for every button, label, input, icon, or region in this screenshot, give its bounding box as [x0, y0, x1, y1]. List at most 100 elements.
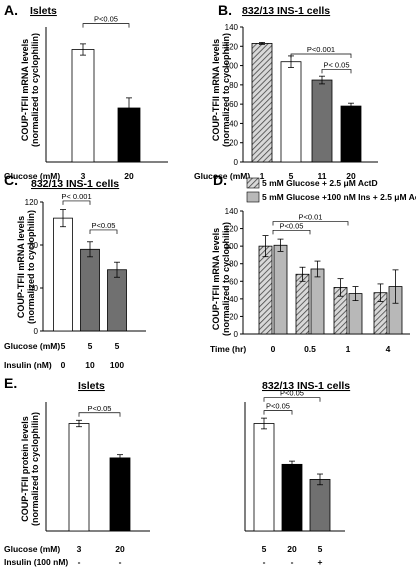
- panel-d-ylabel-2: (normalized to cyclophilin): [221, 222, 231, 336]
- panel-b-ytick-label: 20: [229, 139, 238, 148]
- panel-a-row-label-glucose: Glucose (mM): [4, 171, 60, 181]
- panel-d-ytick-label: 0: [234, 330, 239, 339]
- panel-a-cat-label-r0-1: 20: [124, 171, 134, 181]
- panel-a-letter: A.: [4, 2, 18, 18]
- panel-e-sig-0-label: P<0.05: [88, 404, 112, 413]
- panel-b-cat-label-r0-1: 5: [289, 171, 294, 181]
- panel-d-row-label-time: Time (hr): [210, 344, 246, 354]
- panel-c-ytick-label: 120: [25, 198, 39, 207]
- panel-c-cat-label-r0-1: 5: [88, 341, 93, 351]
- panel-d-bar-s0-g0: [258, 245, 273, 335]
- panel-a-bar-0: [71, 49, 95, 163]
- panel-e-ylabel-1: COUP-TFII protein levels: [20, 416, 30, 522]
- panel-b-ytick-label: 140: [225, 23, 239, 32]
- panel-e-letter: E.: [4, 375, 17, 391]
- panel-b-bar-3: [340, 105, 362, 163]
- panel-a-sig-0-bracket: [82, 23, 130, 28]
- panel-e2-cat-label-r0-0: 5: [262, 544, 267, 554]
- panel-e2-cat-label-r1-0: -: [263, 557, 266, 567]
- panel-c-row-label-insulin: Insulin (nM): [4, 360, 52, 370]
- panel-e-row-label-glucose: Glucose (mM): [4, 544, 60, 554]
- panel-d-ytick-label: 100: [225, 242, 239, 251]
- panel-a-sig-0-label: P<0.05: [94, 15, 118, 24]
- panel-e2-bar-1: [281, 463, 303, 532]
- panel-e-row-label-insulin: Insulin (100 nM): [4, 557, 68, 567]
- panel-d-ytick-label: 120: [225, 225, 239, 234]
- panel-c-sig-1-label: P<0.05: [92, 221, 116, 230]
- panel-d-ytick-label: 60: [229, 277, 238, 286]
- panel-d-cat-label-r0-1: 0.5: [304, 344, 316, 354]
- panel-e2-cat-label-r1-1: -: [291, 557, 294, 567]
- panel-e2-sig-0-bracket: [263, 397, 321, 402]
- panel-a-ylabel-1: COUP-TFII mRNA levels: [20, 39, 30, 141]
- panel-a-plot: 3 20 P<0.05: [45, 15, 168, 181]
- panel-c-cat-label-r0-2: 5: [115, 341, 120, 351]
- panel-d-ytick-label: 20: [229, 312, 238, 321]
- panel-b-letter: B.: [218, 2, 232, 18]
- panel-d-sig-0-label: P<0.05: [280, 221, 304, 230]
- panel-b-cat-label-r0-0: 1: [260, 171, 265, 181]
- panel-b-title: 832/13 INS-1 cells: [242, 5, 330, 17]
- panel-e2-bar-2: [309, 478, 331, 532]
- panel-b-sig-1-bracket: [321, 69, 352, 74]
- panel-b-sig-0-label: P<0.001: [307, 45, 335, 54]
- panel-e2-bar-0: [253, 423, 275, 532]
- panel-d-cat-label-r0-2: 1: [346, 344, 351, 354]
- panel-e2-sig-1-bracket: [263, 410, 293, 415]
- panel-e2-plot: 5 20 5 - - + P<0.05 P<0.05: [244, 389, 345, 567]
- panel-e-sig-0-bracket: [78, 412, 121, 417]
- panel-e-cat-label-r0-0: 3: [77, 544, 82, 554]
- panel-d-letter: D.: [213, 172, 227, 188]
- panel-b-ytick-label: 0: [234, 158, 239, 167]
- panel-e2-cat-label-r0-2: 5: [318, 544, 323, 554]
- legend-swatch-actd: [246, 177, 260, 189]
- legend-label-ins-actd: 5 mM Glucose +100 nM Ins + 2.5 μM ActD: [262, 192, 416, 202]
- panel-d-cat-label-r0-3: 4: [386, 344, 391, 354]
- panel-d-ytick-label: 80: [229, 260, 238, 269]
- panel-b-sig-1-label: P< 0.05: [323, 60, 349, 69]
- panel-d-bar-s1-g1: [310, 268, 325, 335]
- panel-c-sig-1-bracket: [89, 229, 118, 234]
- panel-c-cat-label-r0-0: 5: [61, 341, 66, 351]
- panel-b-cat-label-r0-3: 20: [346, 171, 356, 181]
- panel-d-bar-s1-g0: [273, 244, 288, 335]
- panel-c-bar-1: [80, 248, 100, 332]
- panel-c-ylabel-1: COUP-TFII mRNA levels: [16, 216, 26, 318]
- panel-d-ylabel-1: COUP-TFII mRNA levels: [211, 228, 221, 330]
- panel-c-cat-label-r1-0: 0: [61, 360, 66, 370]
- panel-c-ytick-label: 80: [29, 241, 38, 250]
- panel-e-ylabel-2: (normalized to cyclophilin): [30, 412, 40, 526]
- panel-d-ytick-label: 40: [229, 295, 238, 304]
- panel-c-cat-label-r1-2: 100: [110, 360, 124, 370]
- panel-b-plot: 0 20 40 60 80 100 120 140 1 5 11 20 P<0.001 P< 0.05: [225, 23, 378, 181]
- panel-e-cat-label-r0-1: 20: [115, 544, 125, 554]
- panel-e2-sig-0-label: P<0.05: [280, 389, 304, 398]
- panel-b-ylabel-1: COUP-TFII mRNA levels: [211, 39, 221, 141]
- panel-c-ytick-label: 0: [34, 327, 39, 336]
- panel-c-letter: C.: [4, 172, 18, 188]
- panel-c-bar-0: [53, 217, 73, 332]
- panel-d-bar-s0-g1: [295, 273, 310, 335]
- panel-d-plot: 0 20 40 60 80 100 120 140 0 0.5 1 4 P<0.05P<0.01: [225, 207, 410, 354]
- panel-b-ytick-label: 40: [229, 119, 238, 128]
- panel-a-title: Islets: [30, 5, 57, 17]
- panel-c-cat-label-r1-1: 10: [85, 360, 95, 370]
- panel-c-title: 832/13 INS-1 cells: [31, 178, 119, 190]
- panel-d-sig-1-label: P<0.01: [299, 213, 323, 222]
- panel-b-row-label-glucose: Glucose (mM): [194, 171, 250, 181]
- panel-b-ytick-label: 100: [225, 62, 239, 71]
- panel-c-sig-0-label: P< 0.001: [61, 192, 91, 201]
- legend-label-actd: 5 mM Glucose + 2.5 μM ActD: [262, 178, 378, 188]
- panel-e-title: Islets: [78, 380, 105, 392]
- panel-c-bar-2: [107, 269, 127, 332]
- panel-e-cat-label-r1-0: -: [78, 557, 81, 567]
- panel-c-row-label-glucose: Glucose (mM): [4, 341, 60, 351]
- panel-b-ytick-label: 60: [229, 100, 238, 109]
- panel-e2-cat-label-r0-1: 20: [287, 544, 297, 554]
- panel-e-bar-0: [68, 423, 90, 532]
- panel-a-cat-label-r0-0: 3: [81, 171, 86, 181]
- panel-d-ytick-label: 140: [225, 207, 239, 216]
- panel-c-sig-0-bracket: [62, 200, 91, 205]
- panel-e2-cat-label-r1-2: +: [318, 557, 323, 567]
